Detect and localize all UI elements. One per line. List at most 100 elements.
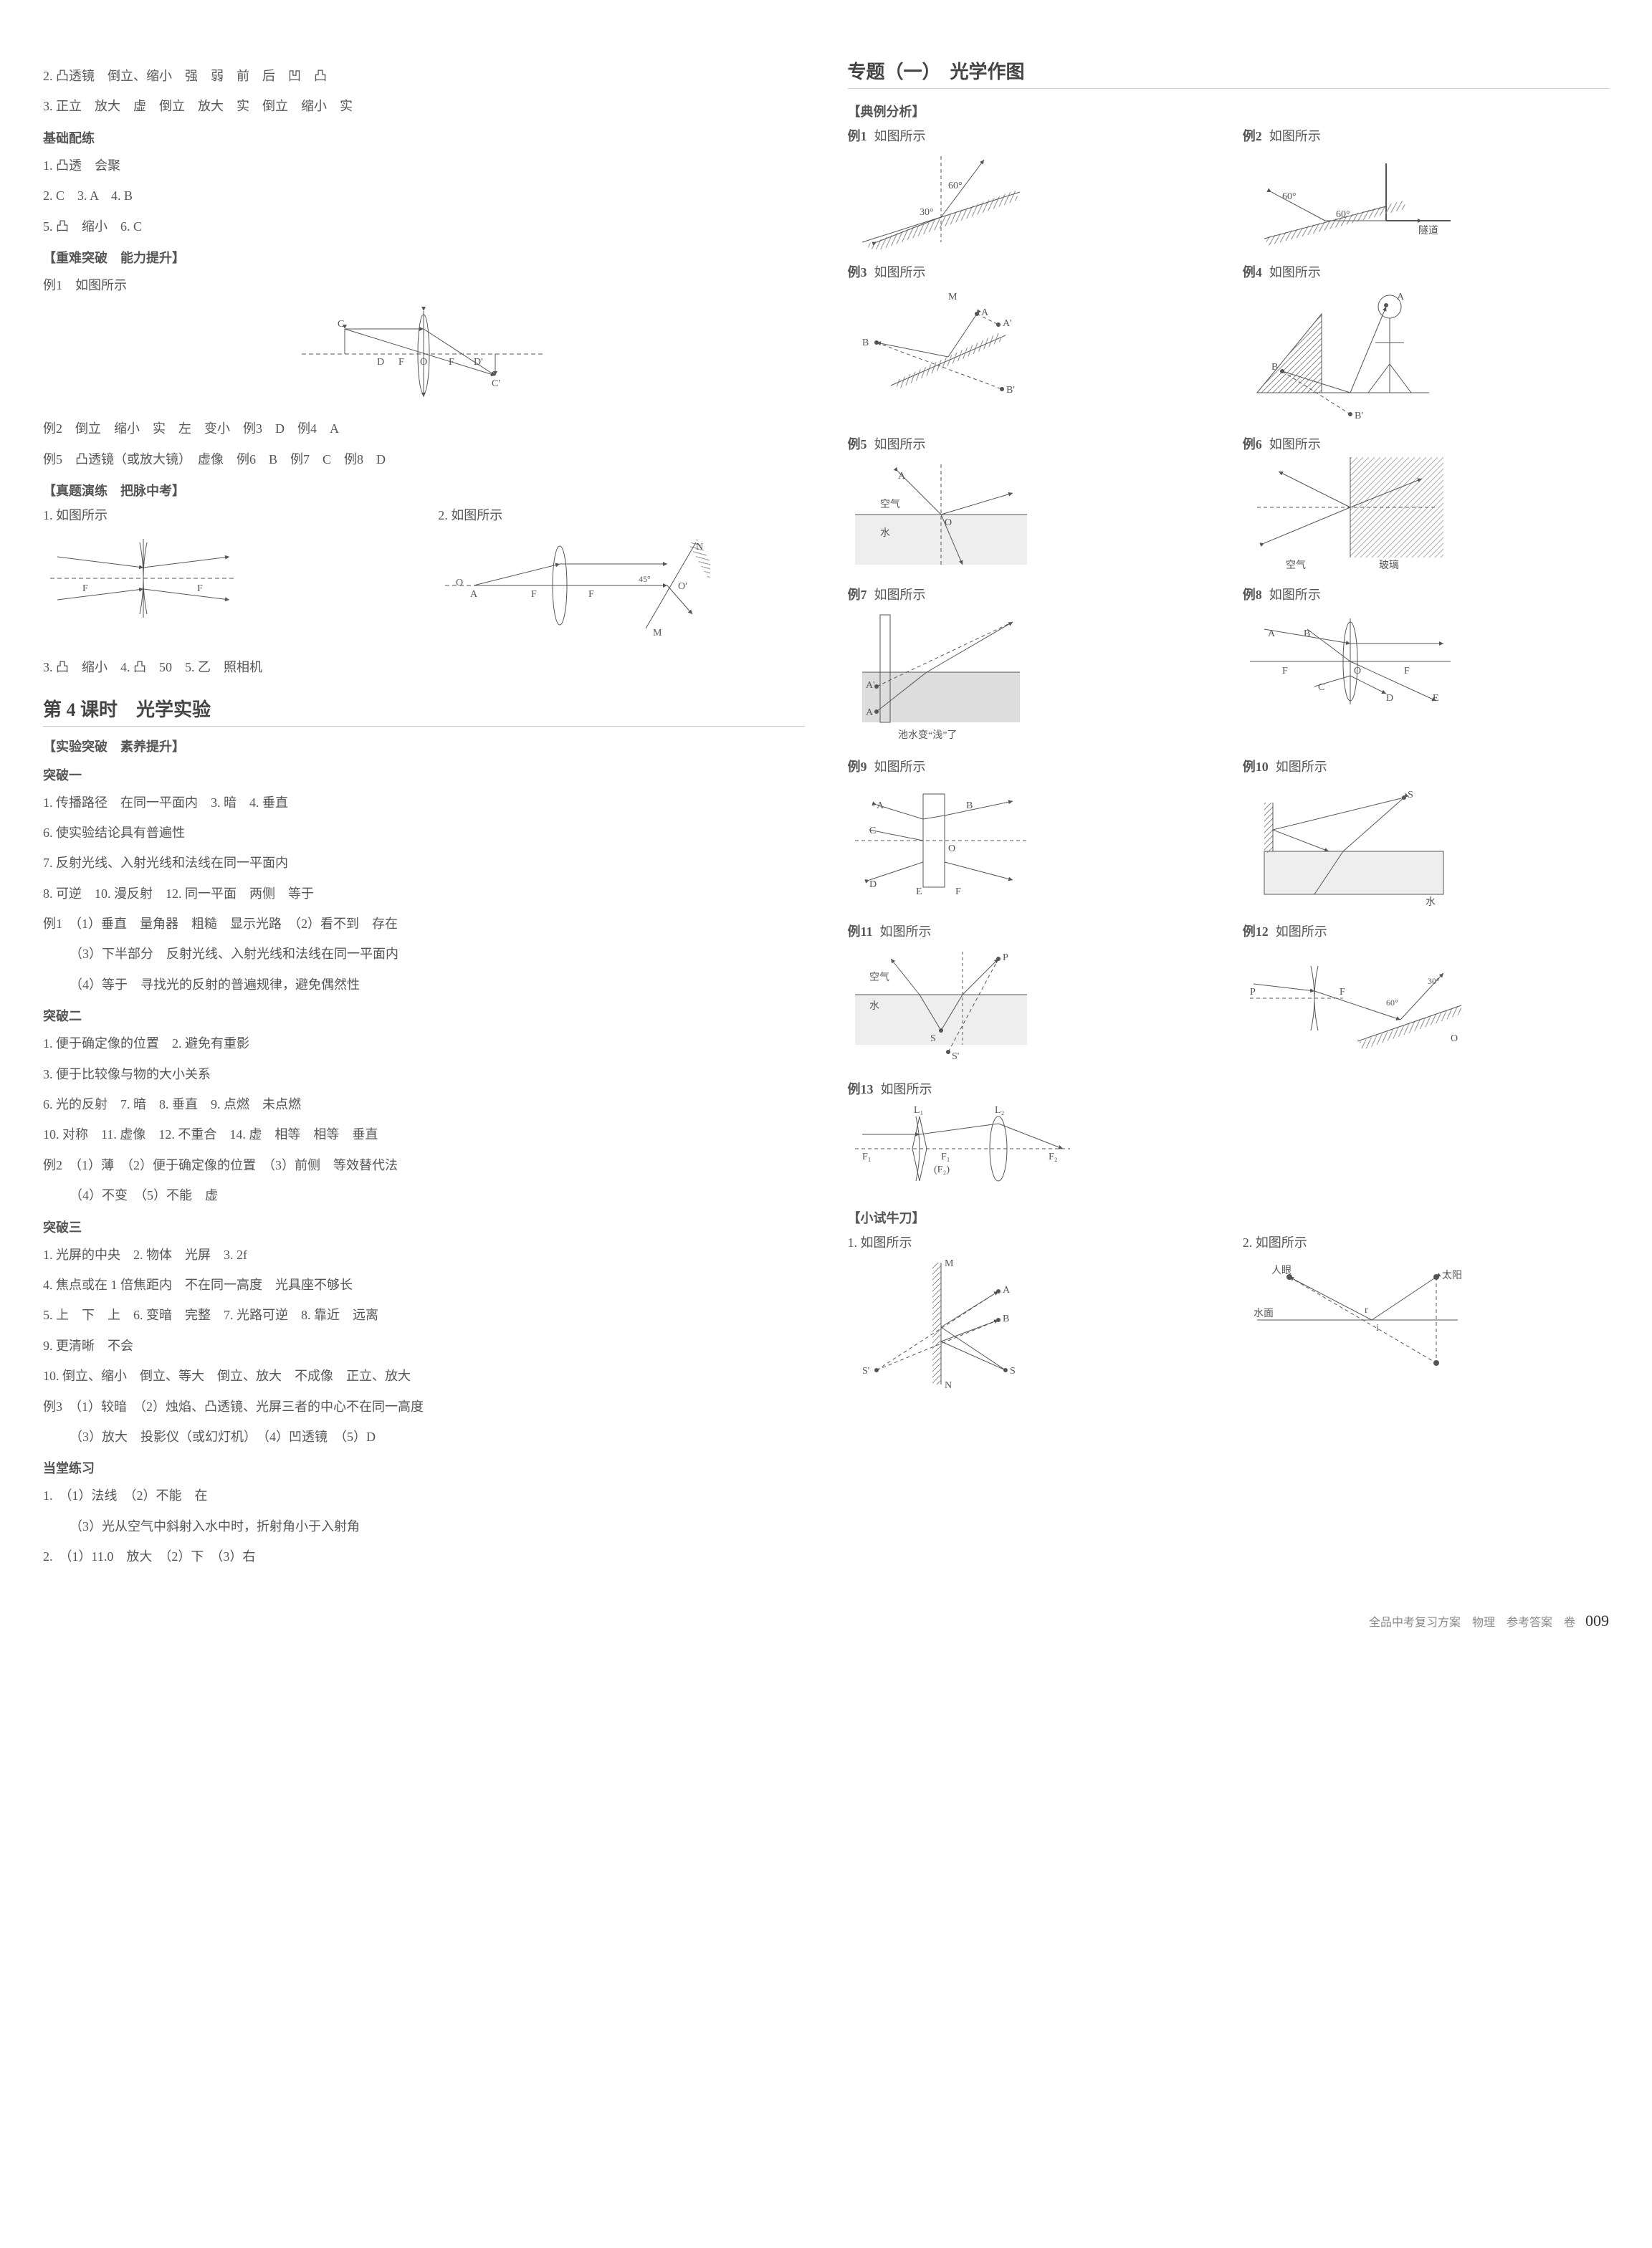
svg-text:O: O xyxy=(945,517,952,528)
right-column: 专题（一） 光学作图 【典例分析】 例1如图所示 60° 30° xyxy=(848,57,1610,1576)
ex-tag: 例8 xyxy=(1243,588,1262,602)
svg-text:F₂: F₂ xyxy=(1049,1152,1058,1162)
ex-caption: 如图所示 xyxy=(1269,265,1321,279)
diagram-ex1: 例1如图所示 60° 30° xyxy=(848,126,1214,249)
svg-text:E: E xyxy=(916,886,922,897)
answer-line: 3. 正立 放大 虚 倒立 放大 实 倒立 缩小 实 xyxy=(43,95,805,118)
diagram-real-2: 2. 如图所示 A O F F xyxy=(438,505,804,643)
svg-text:S': S' xyxy=(952,1051,959,1062)
svg-text:O: O xyxy=(456,578,463,588)
answer-line: 9. 更清晰 不会 xyxy=(43,1334,805,1357)
svg-text:S': S' xyxy=(862,1366,869,1377)
subheading: 突破二 xyxy=(43,1006,805,1025)
svg-text:F: F xyxy=(588,589,594,600)
svg-text:B: B xyxy=(1304,628,1310,639)
answer-line: 1. （1）法线 （2）不能 在 xyxy=(43,1484,805,1507)
svg-text:L₁: L₁ xyxy=(914,1105,923,1116)
ex-caption: 如图所示 xyxy=(1276,760,1327,774)
ex-tag: 例13 xyxy=(848,1082,874,1096)
answer-line: 6. 光的反射 7. 暗 8. 垂直 9. 点燃 未点燃 xyxy=(43,1093,805,1116)
diagram-ex10: 例10如图所示 S 水 xyxy=(1243,757,1609,909)
svg-text:太阳: 太阳 xyxy=(1442,1270,1462,1281)
svg-text:A: A xyxy=(470,589,478,600)
svg-text:30°: 30° xyxy=(920,207,934,218)
ex-tag: 例2 xyxy=(1243,129,1262,143)
answer-line: （3）光从空气中斜射入水中时，折射角小于入射角 xyxy=(43,1515,805,1538)
svg-text:O: O xyxy=(948,843,955,854)
svg-text:r: r xyxy=(1365,1305,1368,1316)
diagram-ex12: 例12如图所示 P F 30° 60° O xyxy=(1243,922,1609,1052)
topic-title: 专题（一） 光学作图 xyxy=(848,57,1610,89)
footer-text: 全品中考复习方案 物理 参考答案 卷 xyxy=(1369,1617,1575,1629)
section-heading: 基础配练 xyxy=(43,128,805,147)
svg-text:人眼: 人眼 xyxy=(1271,1265,1291,1276)
svg-text:F: F xyxy=(955,886,961,897)
diagram-ex8: 例8如图所示 A B F C O F D E xyxy=(1243,585,1609,715)
svg-text:玻璃: 玻璃 xyxy=(1379,559,1399,571)
svg-text:C: C xyxy=(338,319,344,330)
ex-tag: 例10 xyxy=(1243,760,1269,774)
svg-text:L₂: L₂ xyxy=(995,1105,1005,1116)
answer-line: 1. 光屏的中央 2. 物体 光屏 3. 2f xyxy=(43,1243,805,1266)
diagram-ex9: 例9如图所示 A B C D E F O xyxy=(848,757,1214,901)
subheading: 突破三 xyxy=(43,1218,805,1236)
svg-text:60°: 60° xyxy=(1386,998,1398,1008)
ex-tag: 例3 xyxy=(848,265,867,279)
answer-line: （4）等于 寻找光的反射的普遍规律，避免偶然性 xyxy=(43,973,805,996)
answer-line: 5. 上 下 上 6. 变暗 完整 7. 光路可逆 8. 靠近 远离 xyxy=(43,1304,805,1326)
diagram-lens-ex1: O F F D D' C C' xyxy=(295,304,553,404)
ex-tag: 例6 xyxy=(1243,437,1262,451)
svg-text:F₁: F₁ xyxy=(862,1152,872,1162)
svg-text:E: E xyxy=(1433,693,1439,704)
answer-line: 2. （1）11.0 放大 （2）下 （3）右 xyxy=(43,1545,805,1568)
diagram-ex7: 例7如图所示 A A' 池水变“浅”了 xyxy=(848,585,1214,744)
svg-text:F: F xyxy=(1340,987,1345,998)
ex-caption: 如图所示 xyxy=(1269,588,1321,602)
svg-text:P: P xyxy=(1003,952,1008,963)
diagram-ex11: 例11如图所示 空气 水 S S' P xyxy=(848,922,1214,1066)
ex-caption: 如图所示 xyxy=(874,588,926,602)
answer-line: 1. 传播路径 在同一平面内 3. 暗 4. 垂直 xyxy=(43,791,805,814)
left-column: 2. 凸透镜 倒立、缩小 强 弱 前 后 凹 凸 3. 正立 放大 虚 倒立 放… xyxy=(43,57,805,1576)
page-number: 009 xyxy=(1585,1612,1609,1630)
ex-tag: 例11 xyxy=(848,924,873,939)
ex-caption: 如图所示 xyxy=(874,265,926,279)
answer-line: 例2 （1）薄 （2）便于确定像的位置 （3）前侧 等效替代法 xyxy=(43,1154,805,1177)
diagram-caption: 1. 如图所示 xyxy=(848,1233,1214,1251)
svg-text:M: M xyxy=(653,628,662,638)
svg-text:M: M xyxy=(948,292,958,302)
svg-text:池水变“浅”了: 池水变“浅”了 xyxy=(898,730,957,741)
svg-text:O: O xyxy=(420,357,427,368)
answer-line: 例1 （1）垂直 量角器 粗糙 显示光路 （2）看不到 存在 xyxy=(43,912,805,935)
example-label: 例1 如图所示 xyxy=(43,274,805,297)
section-heading: 【重难突破 能力提升】 xyxy=(43,248,805,267)
ex-tag: 例9 xyxy=(848,760,867,774)
diagram-caption: 1. 如图所示 xyxy=(43,505,409,524)
svg-text:F: F xyxy=(1282,666,1288,676)
svg-text:D: D xyxy=(869,879,877,890)
svg-text:45°: 45° xyxy=(639,574,651,584)
svg-text:水: 水 xyxy=(1426,896,1436,908)
svg-text:水: 水 xyxy=(869,1000,879,1012)
diagram-ex13: 例13如图所示 L₁ L₂ F₁ F₁ (F₂) F₂ xyxy=(848,1079,1214,1195)
svg-text:B: B xyxy=(1271,362,1278,373)
svg-text:A': A' xyxy=(1003,318,1012,329)
svg-text:B': B' xyxy=(1006,385,1015,396)
answer-line: （3）下半部分 反射光线、入射光线和法线在同一平面内 xyxy=(43,942,805,965)
svg-text:60°: 60° xyxy=(1282,191,1297,202)
svg-text:M: M xyxy=(945,1258,954,1269)
diagram-real-1: 1. 如图所示 F F xyxy=(43,505,409,628)
ex-caption: 如图所示 xyxy=(874,437,926,451)
answer-line: 4. 焦点或在 1 倍焦距内 不在同一高度 光具座不够长 xyxy=(43,1273,805,1296)
svg-text:O': O' xyxy=(678,581,687,592)
svg-text:B': B' xyxy=(1355,411,1363,421)
svg-text:空气: 空气 xyxy=(880,499,900,510)
diagram-caption: 2. 如图所示 xyxy=(438,505,804,524)
answer-line: 例3 （1）较暗 （2）烛焰、凸透镜、光屏三者的中心不在同一高度 xyxy=(43,1395,805,1418)
section-heading: 【实验突破 素养提升】 xyxy=(43,737,805,755)
svg-text:水: 水 xyxy=(880,527,890,539)
answer-line: 例2 倒立 缩小 实 左 变小 例3 D 例4 A xyxy=(43,417,805,440)
ex-caption: 如图所示 xyxy=(880,924,932,939)
diagram-caption: 2. 如图所示 xyxy=(1243,1233,1609,1251)
lesson-title: 第 4 课时 光学实验 xyxy=(43,695,805,727)
